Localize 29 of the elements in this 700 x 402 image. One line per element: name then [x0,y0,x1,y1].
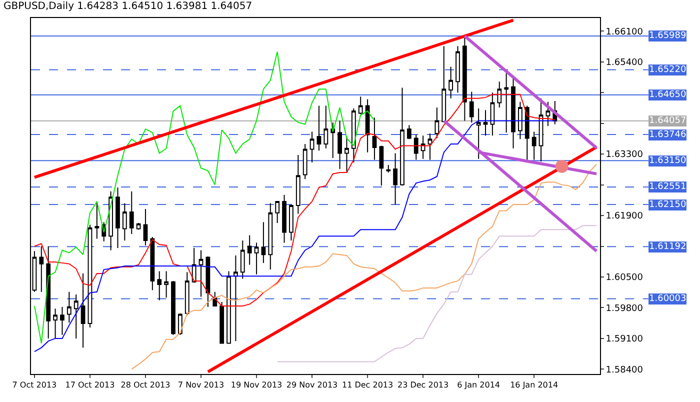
y-tick-label: 1.63300 [606,150,644,160]
y-tick-label: 1.59100 [606,334,644,345]
y-tick-label: 1.65400 [606,58,644,68]
y-tick-label: 1.66100 [606,27,644,38]
ref-line-label: 1.62551 [649,182,686,192]
y-tick-label: 1.58400 [606,365,644,376]
x-tick-label: 17 Oct 2013 [65,380,115,390]
x-tick-label: 29 Nov 2013 [286,380,338,390]
x-tick-label: 7 Oct 2013 [12,380,57,390]
ref-line-label: 1.61192 [649,242,686,252]
y-tick-label: 1.61900 [606,212,644,222]
ref-line-label: 1.64650 [649,90,686,100]
ref-line-label: 1.65989 [649,31,686,41]
ref-line-label: 1.63150 [649,156,686,166]
x-tick-label: 7 Nov 2013 [178,380,224,390]
x-tick-label: 6 Jan 2014 [457,380,500,390]
x-tick-label: 28 Oct 2013 [120,380,170,390]
ref-line-label: 1.63746 [649,130,686,140]
ref-line-label: 1.64057 [649,116,686,126]
chart-title: GBPUSD,Daily 1.64283 1.64510 1.63981 1.64057 [4,1,252,12]
ref-line-label: 1.62150 [649,200,686,210]
y-tick-label: 1.60500 [606,273,644,284]
y-tick-label: 1.59800 [606,304,644,314]
ref-line-label: 1.60003 [649,294,686,304]
x-tick-label: 16 Jan 2014 [510,380,558,390]
x-tick-label: 19 Nov 2013 [230,380,282,390]
x-tick-label: 23 Dec 2013 [397,380,449,390]
x-tick-label: 11 Dec 2013 [342,380,394,390]
ref-line-label: 1.65220 [649,65,686,75]
